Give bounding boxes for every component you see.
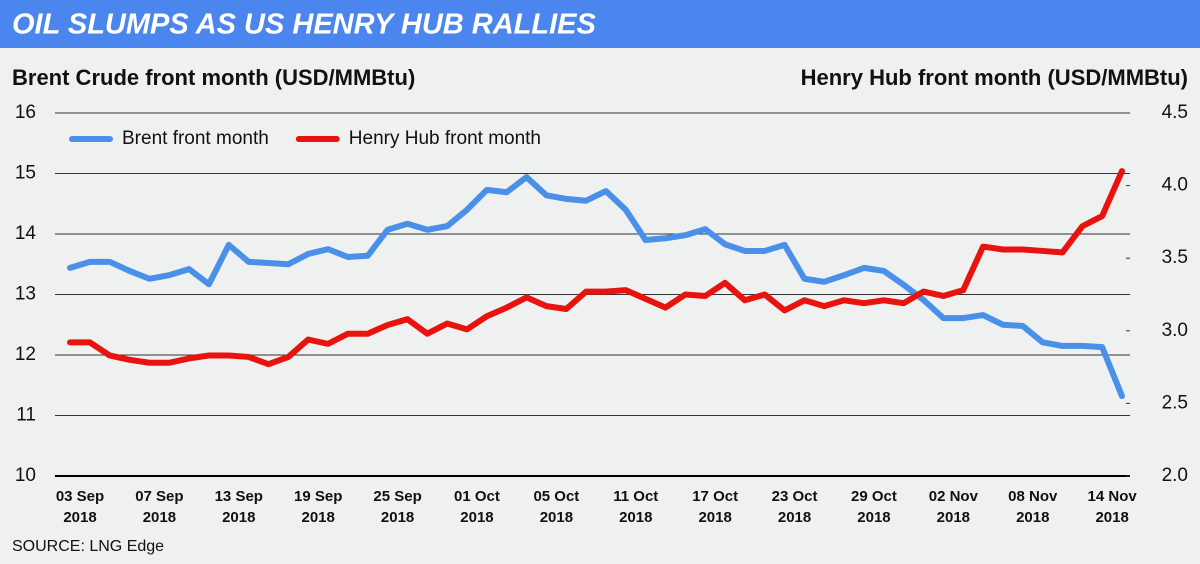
y-tick-label: 12 [15, 344, 36, 365]
y-tick-label: 13 [15, 284, 36, 305]
source-note: SOURCE: LNG Edge [12, 538, 164, 555]
x-tick-label: 07 Sep 2018 [135, 488, 184, 526]
x-tick-label: 08 Nov 2018 [1008, 488, 1058, 526]
x-tick-label: 23 Oct 2018 [771, 488, 818, 526]
y2-tick-label: 2.5 [1162, 392, 1188, 413]
x-tick-label: 19 Sep 2018 [294, 488, 343, 526]
legend-label: Henry Hub front month [349, 128, 541, 149]
y-tick-label: 14 [15, 223, 37, 244]
data-line [67, 168, 1125, 368]
legend-label: Brent front month [122, 128, 269, 149]
x-tick-label: 01 Oct 2018 [454, 488, 500, 526]
x-tick-label: 05 Oct 2018 [533, 488, 580, 526]
y2-tick-label: 2.0 [1162, 465, 1188, 486]
x-tick-label: 14 Nov 2018 [1087, 488, 1137, 526]
data-line [67, 174, 1125, 400]
x-tick-label: 25 Sep 2018 [373, 488, 422, 526]
y2-tick-label: 3.0 [1162, 320, 1188, 341]
y2-axis-title: Henry Hub front month (USD/MMBtu) [801, 65, 1188, 90]
y2-tick-label: 4.0 [1162, 175, 1188, 196]
chart-title: OIL SLUMPS AS US HENRY HUB RALLIES [12, 9, 596, 41]
x-tick-label: 02 Nov 2018 [928, 488, 978, 526]
x-tick-label: 17 Oct 2018 [692, 488, 739, 526]
title-bar [0, 0, 1200, 48]
y2-tick-label: 4.5 [1162, 102, 1188, 123]
x-tick-label: 11 Oct 2018 [613, 488, 659, 526]
y-tick-label: 10 [15, 465, 36, 486]
x-tick-label: 03 Sep 2018 [55, 488, 105, 526]
y2-tick-label: 3.5 [1162, 247, 1188, 268]
y-tick-label: 15 [15, 163, 36, 184]
x-tick-label: 13 Sep 2018 [214, 488, 263, 526]
y-tick-label: 16 [15, 102, 36, 123]
y-tick-label: 11 [16, 405, 36, 426]
y-axis-title: Brent Crude front month (USD/MMBtu) [12, 65, 415, 90]
x-tick-label: 29 Oct 2018 [851, 488, 897, 526]
